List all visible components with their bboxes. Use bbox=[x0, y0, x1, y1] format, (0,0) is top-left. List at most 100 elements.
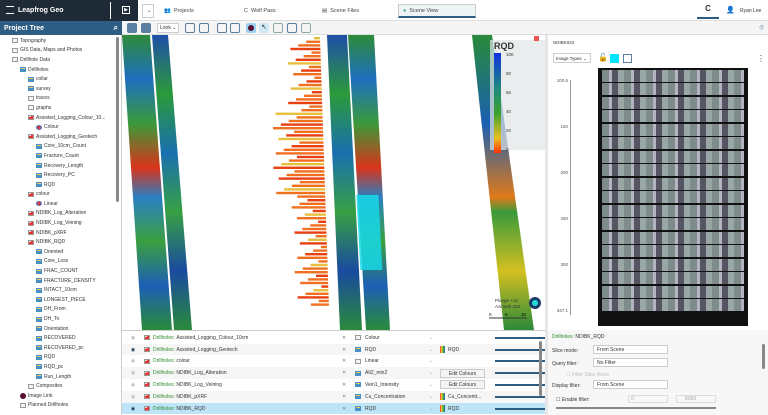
chevron-down-icon[interactable]: ⌄ bbox=[429, 393, 434, 400]
more-icon[interactable]: ⋮ bbox=[757, 54, 765, 63]
image-icon[interactable] bbox=[623, 54, 632, 63]
app-brand[interactable]: Leapfrog Geo bbox=[0, 0, 138, 21]
user-icon[interactable]: 👤 bbox=[726, 7, 735, 14]
look-dropdown[interactable]: Look ⌄ bbox=[157, 23, 179, 33]
tree-item[interactable]: DH_To bbox=[0, 314, 121, 324]
tree-item[interactable]: Fracture_Count bbox=[0, 151, 121, 161]
layer-row[interactable]: ◉ Drillholes: NDIBK_pXRF ✕ Cu_Concentrat… bbox=[122, 391, 556, 403]
tree-item[interactable]: graphs bbox=[0, 103, 121, 113]
draw-icon[interactable] bbox=[199, 23, 209, 33]
opacity-slider[interactable] bbox=[495, 348, 553, 351]
chevron-down-icon[interactable]: ⌄ bbox=[429, 381, 434, 388]
list-scrollbar[interactable] bbox=[539, 341, 542, 396]
tab-projects[interactable]: 👥 Projects bbox=[160, 4, 198, 18]
tree-item[interactable]: Assisted_Logging_Colour_10... bbox=[0, 113, 121, 123]
central-connection-icon[interactable]: C bbox=[697, 4, 719, 19]
tree-item[interactable]: Recovery_Length bbox=[0, 161, 121, 171]
drillhole-trace[interactable] bbox=[472, 35, 534, 330]
edit-colours-button[interactable]: Edit Colours bbox=[440, 380, 485, 390]
display-filter-select[interactable]: From Scene bbox=[593, 380, 668, 389]
tree-item[interactable]: Drillhole Data bbox=[0, 55, 121, 65]
chevron-down-icon[interactable]: ⌄ bbox=[429, 358, 434, 365]
layer-row[interactable]: ◉ Drillholes: Assisted_Logging_Geotech ✕… bbox=[122, 343, 556, 356]
opacity-slider[interactable] bbox=[495, 372, 553, 375]
tree-item[interactable]: FRAC_COUNT bbox=[0, 266, 121, 276]
tree-item[interactable]: Recovery_PC bbox=[0, 170, 121, 180]
tree-item[interactable]: Orientation bbox=[0, 324, 121, 334]
remove-icon[interactable]: ✕ bbox=[342, 370, 347, 377]
tree-scrollbar[interactable] bbox=[116, 37, 119, 202]
tab-scene-files[interactable]: ▤ Scene Files bbox=[318, 4, 363, 18]
tree-item[interactable]: colour bbox=[0, 190, 121, 200]
drillhole-trace[interactable] bbox=[122, 35, 172, 330]
image-types-dropdown[interactable]: Image Types ⌄ bbox=[553, 53, 591, 63]
search-icon[interactable]: ⌕ bbox=[113, 23, 118, 32]
selected-interval[interactable] bbox=[356, 195, 383, 270]
rotate-icon[interactable] bbox=[185, 23, 195, 33]
layer-column[interactable]: RQD bbox=[365, 405, 377, 412]
record-icon[interactable] bbox=[246, 23, 256, 33]
eye-icon[interactable]: ◉ bbox=[130, 358, 136, 365]
close-legend-icon[interactable] bbox=[534, 36, 539, 41]
remove-icon[interactable]: ✕ bbox=[342, 358, 347, 365]
tree-item[interactable]: NDIBK_pXRF bbox=[0, 228, 121, 238]
tree-item[interactable]: Topography bbox=[0, 36, 121, 46]
layer-row[interactable]: ◉ Drillholes: NDIBK_Log_Veining ✕ Vein1_… bbox=[122, 379, 556, 391]
refresh-icon[interactable] bbox=[217, 23, 227, 33]
sync-icon[interactable] bbox=[287, 23, 297, 33]
tree-item[interactable]: collar bbox=[0, 74, 121, 84]
remove-icon[interactable]: ✕ bbox=[342, 334, 347, 341]
tree-item[interactable]: Linear bbox=[0, 199, 121, 209]
filter-max-input[interactable]: 8360 bbox=[676, 395, 716, 403]
enable-filter-checkbox[interactable]: ☐ Enable filter: bbox=[556, 397, 590, 403]
tree-item[interactable]: GIS Data, Maps and Photos bbox=[0, 46, 121, 56]
layer-row[interactable]: ◉ Drillholes: Assisted_Logging_Colour_10… bbox=[122, 332, 556, 344]
chevron-down-icon[interactable]: ⌄ bbox=[429, 405, 434, 412]
tree-item[interactable]: NDIBK_Log_Veining bbox=[0, 218, 121, 228]
eye-icon[interactable]: ◉ bbox=[130, 393, 136, 400]
tab-dropdown[interactable]: ⌄ bbox=[142, 4, 154, 18]
select-arrow-icon[interactable]: ↖ bbox=[259, 23, 269, 33]
color-swatch[interactable] bbox=[610, 54, 619, 63]
tree-item[interactable]: Oriented bbox=[0, 247, 121, 257]
tree-item[interactable]: RQD_pc bbox=[0, 362, 121, 372]
colormap-label[interactable]: Cu_Concentr... bbox=[448, 393, 482, 400]
eye-icon[interactable]: ◉ bbox=[130, 334, 136, 341]
tree-item[interactable]: NDIBK_RQD bbox=[0, 237, 121, 247]
tree-item[interactable]: RQD bbox=[0, 180, 121, 190]
tree-item[interactable]: Run_Length bbox=[0, 372, 121, 382]
tab-wolf-pass[interactable]: C Wolf Pass bbox=[240, 4, 280, 18]
filter-range-slider[interactable] bbox=[556, 407, 716, 409]
tree-item[interactable]: INTACT_10cm bbox=[0, 285, 121, 295]
unlock-icon[interactable]: 🔓 bbox=[598, 53, 608, 62]
eye-icon[interactable]: ◉ bbox=[130, 346, 136, 353]
core-photo[interactable] bbox=[598, 68, 748, 326]
chevron-down-icon[interactable]: ⌄ bbox=[429, 346, 434, 353]
tree-item[interactable]: Core_Loss bbox=[0, 257, 121, 267]
remove-icon[interactable]: ✕ bbox=[342, 405, 347, 412]
tree-item[interactable]: survey bbox=[0, 84, 121, 94]
tree-item[interactable]: Composites bbox=[0, 381, 121, 391]
remove-icon[interactable]: ✕ bbox=[342, 346, 347, 353]
tree-item[interactable]: Planned Drillholes bbox=[0, 401, 121, 411]
chevron-down-icon[interactable]: ⌄ bbox=[429, 370, 434, 377]
layer-column[interactable]: Colour bbox=[365, 334, 380, 341]
pencil-icon[interactable] bbox=[273, 23, 283, 33]
tree-item[interactable]: Drillholes bbox=[0, 65, 121, 75]
tree-item[interactable]: Core_10cm_Count bbox=[0, 142, 121, 152]
menu-icon[interactable] bbox=[6, 6, 14, 14]
filter-min-input[interactable]: 0 bbox=[628, 395, 668, 403]
drillhole-trace[interactable] bbox=[152, 35, 192, 330]
camera-icon[interactable]: ⌾ bbox=[759, 23, 764, 32]
scene-viewport[interactable]: RQD 100 80 60 40 20 0 Plunge +12 Azimuth 224 … bbox=[122, 35, 545, 330]
opacity-slider[interactable] bbox=[495, 360, 553, 363]
layer-column[interactable]: Linear bbox=[365, 358, 379, 365]
tree-item[interactable]: Colour bbox=[0, 122, 121, 132]
eye-icon[interactable]: ◉ bbox=[130, 370, 136, 377]
tree-item[interactable]: traces bbox=[0, 94, 121, 104]
opacity-slider[interactable] bbox=[495, 383, 553, 386]
chevron-down-icon[interactable]: ⌄ bbox=[429, 334, 434, 341]
tree-item[interactable]: RECOVERED bbox=[0, 333, 121, 343]
layer-column[interactable]: Alt2_min2 bbox=[365, 370, 388, 377]
view2-icon[interactable] bbox=[141, 23, 151, 33]
